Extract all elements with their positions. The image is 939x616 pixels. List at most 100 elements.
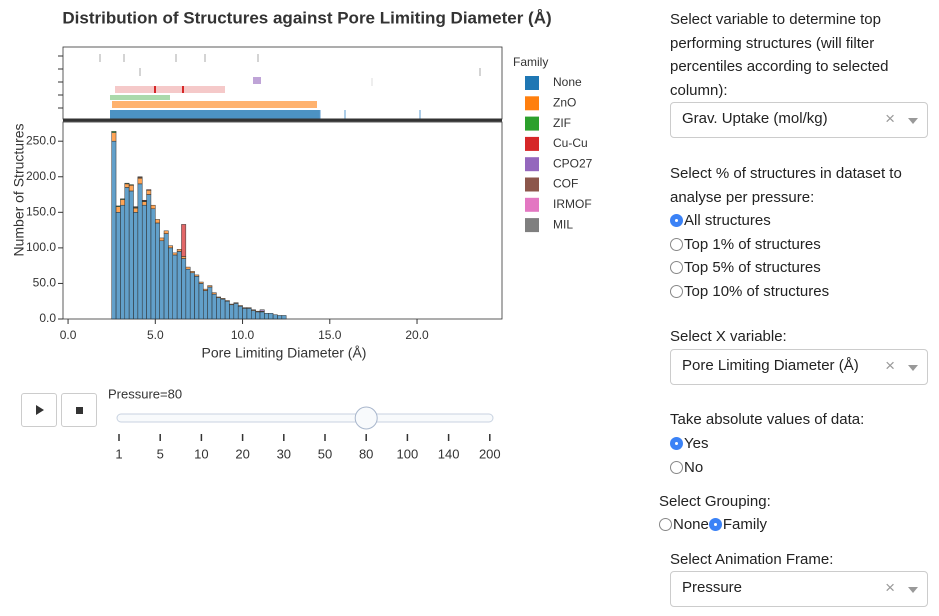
radio-option[interactable]: None (659, 513, 709, 537)
bar-segment (242, 308, 248, 320)
slider-tick-label: 200 (479, 446, 501, 461)
legend-label: CPO27 (553, 156, 593, 170)
radio-button[interactable] (659, 518, 672, 532)
dropdown[interactable]: Grav. Uptake (mol/kg) × (670, 102, 928, 138)
dropdown[interactable]: Pressure × (670, 571, 928, 607)
bar-segment (115, 206, 121, 213)
radio-label: Top 1% of structures (684, 235, 821, 253)
bar-segment (229, 303, 235, 306)
bar-segment (111, 140, 117, 320)
radio-button[interactable] (670, 437, 683, 451)
bar-segment (220, 298, 226, 300)
radio-option[interactable]: No (670, 456, 708, 480)
stop-button[interactable] (61, 393, 97, 427)
bar-segment (168, 245, 174, 249)
radio-option[interactable]: Family (708, 513, 767, 537)
bar-segment (281, 315, 287, 320)
dropdown-arrow[interactable] (908, 118, 918, 124)
bar-segment (237, 305, 243, 320)
y-tick-label: 250.0 (26, 133, 56, 147)
bar-segment (211, 292, 217, 295)
bar-segment (172, 252, 178, 256)
clear-icon[interactable]: × (885, 109, 895, 128)
legend-swatch (525, 177, 539, 192)
radio-button[interactable] (708, 518, 722, 532)
bar-segment (229, 304, 235, 320)
bar-segment (189, 272, 195, 320)
radio-group: All structures Top 1% of structures Top 5%… (670, 209, 829, 303)
bar-segment (128, 190, 134, 320)
bar-segment (137, 176, 143, 178)
radio-label: None (673, 516, 709, 533)
legend-swatch (525, 76, 539, 90)
legend-label: None (553, 75, 582, 89)
bar-segment (268, 313, 274, 320)
legend-label: IRMOF (553, 197, 592, 211)
bar-segment (237, 305, 243, 307)
bar-segment (255, 310, 261, 313)
radio-button[interactable] (670, 284, 683, 298)
bar-segment (251, 310, 256, 320)
bar-segment (111, 130, 117, 133)
rug-panel (58, 46, 503, 122)
legend-label: MIL (553, 217, 573, 231)
radio-option[interactable]: Yes (670, 432, 708, 456)
bar-segment (233, 303, 239, 320)
radio-option[interactable]: Top 10% of structures (670, 280, 829, 304)
bar-segment (150, 208, 156, 320)
radio-option[interactable]: Top 1% of structures (670, 233, 829, 257)
slider-tick-label: 20 (235, 446, 249, 461)
radio-label: All structures (684, 212, 771, 229)
radio-button[interactable] (670, 261, 683, 275)
slider-tick-label: 80 (359, 446, 373, 461)
x-tick-label: 20.0 (405, 328, 429, 342)
bar-segment (198, 283, 204, 320)
radio-option[interactable]: All structures (670, 209, 829, 233)
legend-label: COF (553, 177, 578, 191)
x-tick-label: 10.0 (231, 328, 255, 342)
bar-segment (172, 254, 178, 320)
slider-tick-label: 30 (277, 446, 291, 461)
radio-button[interactable] (670, 237, 683, 251)
control-label: Take absolute values of data: (670, 411, 865, 428)
bar-segment (181, 256, 187, 259)
slider-handle[interactable] (354, 406, 378, 430)
bar-segment (146, 189, 152, 191)
bar-segment (198, 281, 204, 284)
bar-segment (224, 300, 230, 302)
slider-track (116, 413, 494, 423)
bar-segment (141, 199, 147, 202)
legend-label: ZnO (553, 95, 576, 109)
legend-swatch (525, 218, 539, 233)
bar-segment (242, 307, 248, 309)
play-icon (36, 405, 44, 415)
dropdown-arrow[interactable] (908, 587, 918, 593)
dropdown[interactable]: Pore Limiting Diameter (Å) × (670, 349, 928, 385)
bar-segment (120, 198, 126, 200)
play-button[interactable] (21, 393, 57, 427)
bar-segment (185, 268, 191, 320)
bar-segment (233, 302, 239, 304)
bar-segment (181, 224, 187, 257)
control-label: Select % of structures in dataset to ana… (670, 165, 902, 206)
legend-swatch (525, 157, 539, 172)
control-label: Select X variable: (670, 328, 787, 345)
bar-segment (194, 274, 200, 277)
radio-button[interactable] (670, 460, 683, 474)
dropdown-arrow[interactable] (908, 365, 918, 371)
radio-option[interactable]: Top 5% of structures (670, 256, 829, 280)
slider-tick-label: 100 (397, 446, 419, 461)
bar-segment (163, 233, 169, 320)
control-label: Select variable to determine top perform… (670, 11, 889, 99)
bar-segment (137, 183, 143, 320)
clear-icon[interactable]: × (885, 356, 895, 375)
bar-segment (207, 286, 213, 320)
bar-segment (141, 201, 147, 206)
radio-button[interactable] (670, 214, 683, 228)
clear-icon[interactable]: × (885, 578, 895, 597)
bar-segment (124, 187, 130, 320)
bar-segment (115, 212, 121, 320)
slider-tick-label: 50 (318, 446, 332, 461)
bar-segment (133, 212, 139, 320)
